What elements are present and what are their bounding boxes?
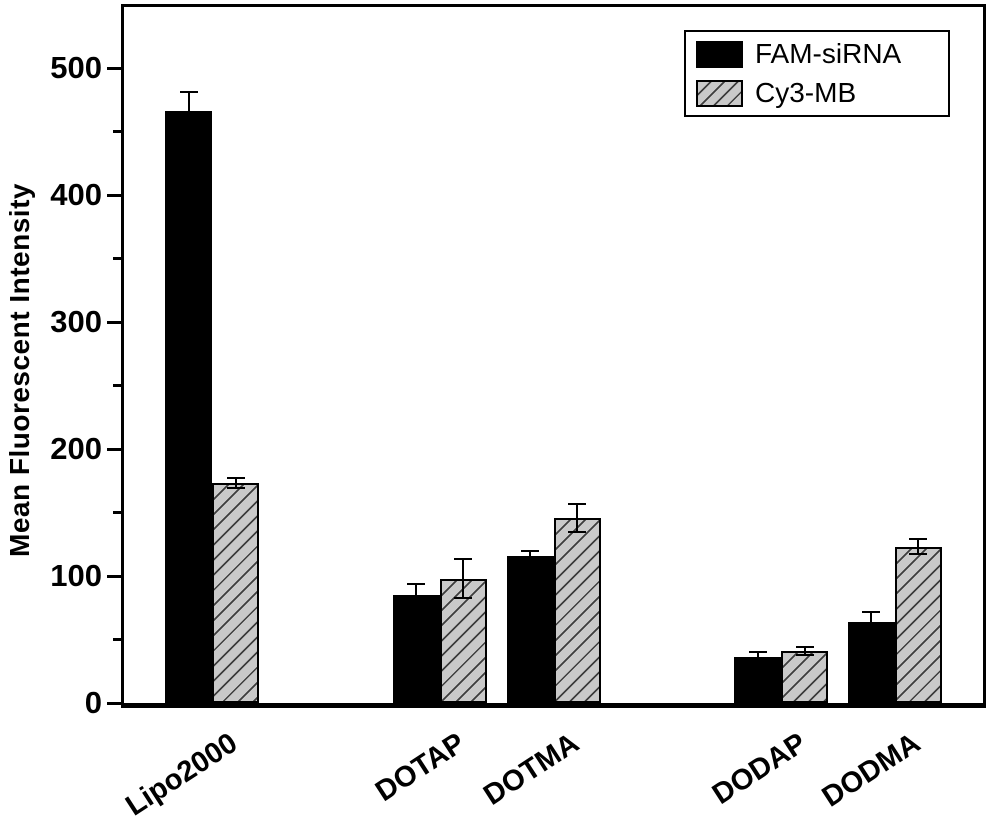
error-bar-cap [407,605,426,608]
y-minor-tick [113,257,121,261]
y-major-tick [107,447,121,451]
bar-cy3-mb-dodma [894,546,942,703]
y-minor-tick [113,384,121,388]
error-bar-cap [862,630,881,633]
error-bar-cap [226,487,245,490]
error-bar [803,647,806,655]
y-minor-tick [113,130,121,134]
bar-fam-sirna-dotma [506,555,554,703]
bar-cy3-mb-dodap [781,650,829,703]
bar-cy3-mb-dotap [439,578,487,703]
error-bar-cap [226,477,245,480]
error-bar-cap [862,610,881,613]
bar-fam-sirna-dotap [392,595,440,703]
plot-inner: 0 100 200 300 400 500 Lipo2000 DOTAP DOTMA DODAP D… [50,7,983,816]
x-tick-label: DODMA [816,727,927,814]
y-tick-label: 400 [50,176,102,212]
error-bar-cap [748,661,767,664]
error-bar-cap [748,651,767,654]
bar-cy3-mb-dotma [553,517,601,703]
y-major-tick [107,320,121,324]
error-bar-cap [568,502,586,505]
error-bar-cap [795,646,814,649]
error-bar-cap [909,553,928,556]
y-tick-label: 100 [50,557,102,593]
error-bar-cap [454,558,473,561]
cy3-mb-swatch-icon [696,79,743,107]
legend-label: FAM-siRNA [755,38,902,69]
error-bar-cap [795,653,814,656]
x-tick-label: DOTAP [370,727,472,808]
error-bar-cap [521,549,539,552]
y-major-tick [107,193,121,197]
legend-item-cy3-mb: Cy3-MB [696,78,938,108]
error-bar [462,559,465,598]
bar-fam-sirna-lipo2000 [165,111,213,703]
error-bar [870,611,873,632]
y-minor-tick [113,638,121,642]
error-bar [529,550,531,561]
error-bar [187,92,190,131]
y-tick-label: 200 [50,430,102,466]
bar-fam-sirna-dodma [847,621,895,703]
y-tick-label: 500 [50,49,102,85]
error-bar [917,539,920,555]
legend-item-fam-sirna: FAM-siRNA [696,39,938,69]
error-bar [576,503,578,532]
error-bar-cap [454,596,473,599]
error-bar-cap [568,530,586,533]
legend-label: Cy3-MB [755,77,857,108]
y-major-tick [107,702,121,705]
error-bar-cap [909,538,928,541]
bar-cy3-mb-lipo2000 [212,483,260,703]
error-bar-cap [407,582,426,585]
error-bar [234,478,237,489]
fam-sirna-swatch-icon [696,40,743,68]
x-tick-label: DOTMA [478,727,585,812]
y-tick-label: 300 [50,303,102,339]
y-major-tick [107,574,121,578]
x-tick-label: Lipo2000 [120,727,244,816]
y-tick-label: 0 [84,685,102,720]
y-major-tick [107,66,121,70]
legend: FAM-siRNA Cy3-MB [684,30,950,117]
error-bar-cap [179,91,198,94]
plot-area: 0 100 200 300 400 500 Lipo2000 DOTAP DOTMA DODAP D… [50,4,986,816]
bar-fam-sirna-dodap [734,657,782,703]
x-tick-label: DODAP [707,727,813,811]
y-minor-tick [113,511,121,515]
error-bar-cap [179,129,198,132]
y-axis-title: Mean Fluorescent Intensity [4,183,35,557]
error-bar [756,652,759,663]
error-bar [415,583,418,607]
error-bar-cap [521,559,539,562]
